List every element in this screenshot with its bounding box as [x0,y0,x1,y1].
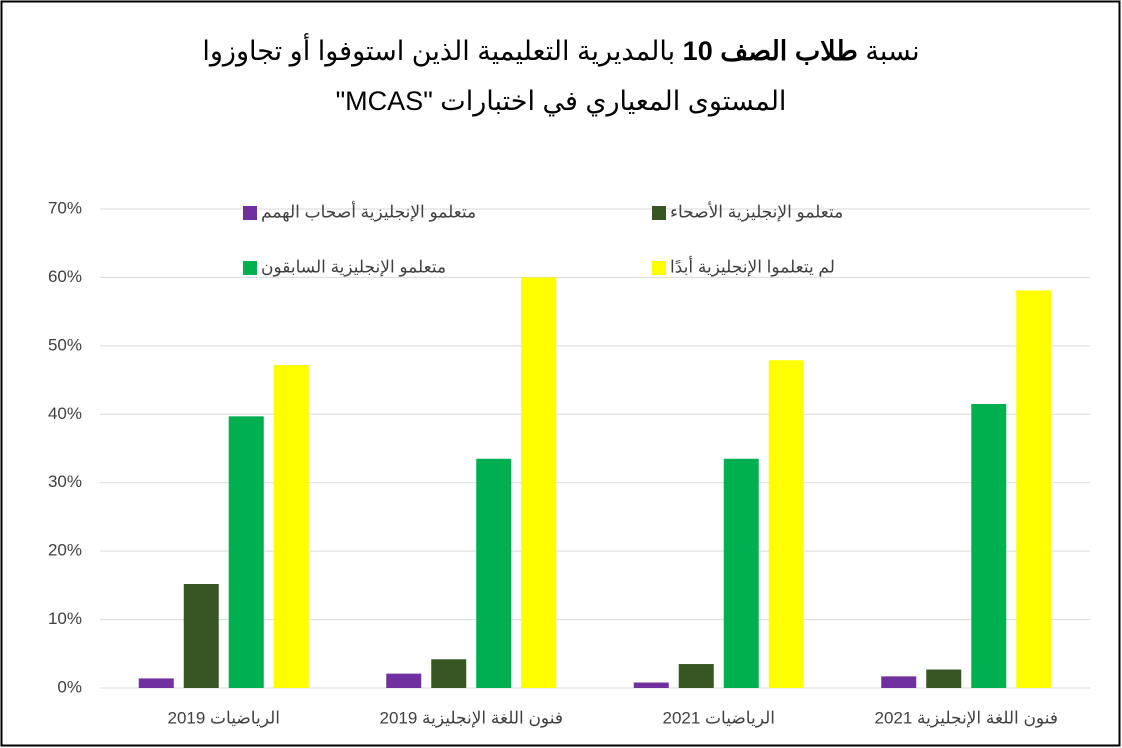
chart-title: نسبة طلاب الصف 10 بالمديرية التعليمية ال… [0,26,1122,126]
legend-swatch [652,206,666,220]
legend-swatch [243,261,257,275]
bar [431,659,467,688]
bar [476,458,512,688]
bar [183,583,219,688]
legend-swatch [652,261,666,275]
bar [273,365,309,688]
x-tick-label: فنون اللغة الإنجليزية 2019 [380,708,563,728]
bar [1016,290,1052,688]
title-part: نسبة [865,36,920,66]
bar [926,669,962,688]
title-part: المستوى المعياري في اختبارات "MCAS" [335,86,787,116]
legend-label: لم يتعلموا الإنجليزية أبدًا [670,255,835,277]
y-tick-label: 20% [48,541,82,560]
bar [881,676,917,688]
bar [386,673,422,688]
bar [228,416,264,688]
bar [768,360,804,688]
y-tick-label: 50% [48,335,82,354]
y-tick-label: 40% [48,404,82,423]
bar [971,404,1007,688]
bar [633,682,669,688]
bar [138,678,174,688]
y-tick-label: 60% [48,267,82,286]
x-tick-label: الرياضيات 2019 [168,708,281,728]
legend-label: متعلمو الإنجليزية السابقون [261,257,446,277]
x-tick-label: الرياضيات 2021 [663,708,776,728]
y-tick-label: 10% [48,609,82,628]
title-bold: طلاب الصف 10 [682,36,858,66]
y-tick-label: 70% [48,198,82,217]
bar [678,664,714,688]
legend-label: متعلمو الإنجليزية أصحاب الهمم [261,200,476,222]
x-tick-label: فنون اللغة الإنجليزية 2021 [875,708,1058,728]
y-tick-label: 30% [48,472,82,491]
y-tick-label: 0% [57,677,82,696]
legend-label: متعلمو الإنجليزية الأصحاء [670,201,843,222]
title-part: بالمديرية التعليمية الذين استوفوا أو تجا… [202,36,676,66]
bar [723,458,759,688]
bar [521,277,557,688]
legend-swatch [243,206,257,220]
